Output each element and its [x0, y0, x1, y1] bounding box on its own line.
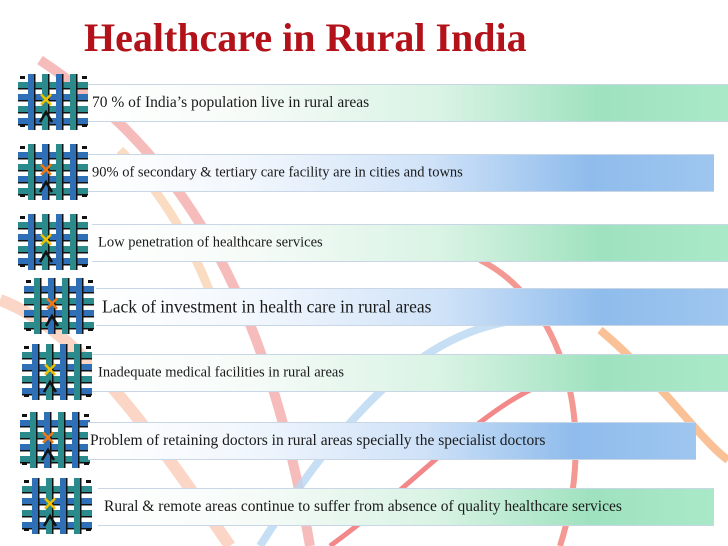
grid-x-icon: × [22, 478, 92, 534]
svg-text:×: × [38, 227, 55, 251]
bullet-bar: 90% of secondary & tertiary care facilit… [88, 154, 714, 192]
bullet-item: × 70 % of India’s population live in rur… [0, 72, 728, 132]
svg-text:×: × [38, 157, 55, 181]
grid-x-icon: × [24, 278, 94, 334]
svg-text:×: × [40, 425, 57, 449]
bullet-text: Lack of investment in health care in rur… [102, 296, 432, 317]
bullet-text: Low penetration of healthcare services [98, 234, 323, 251]
bullet-bar: Lack of investment in health care in rur… [96, 288, 728, 326]
svg-text:×: × [38, 87, 55, 111]
svg-text:×: × [42, 491, 59, 515]
bullet-item: × Problem of retaining doctors in rural … [0, 410, 728, 470]
bullet-bar: Low penetration of healthcare services [92, 224, 728, 262]
bullet-text: Rural & remote areas continue to suffer … [104, 498, 622, 515]
grid-x-icon: × [18, 214, 88, 270]
bullet-text: Inadequate medical facilities in rural a… [98, 364, 344, 381]
bullet-bar: 70 % of India’s population live in rural… [88, 84, 728, 122]
bullet-bar: Rural & remote areas continue to suffer … [98, 488, 714, 526]
bullet-bar: Problem of retaining doctors in rural ar… [88, 422, 696, 460]
bullet-item: × 90% of secondary & tertiary care facil… [0, 142, 728, 202]
bullet-item: × Lack of investment in health care in r… [0, 276, 728, 336]
bullet-item: × Inadequate medical facilities in rural… [0, 342, 728, 402]
ribbon-orange-right [597, 326, 728, 464]
bullet-bar: Inadequate medical facilities in rural a… [92, 354, 728, 392]
bullet-text: Problem of retaining doctors in rural ar… [90, 432, 546, 449]
grid-x-icon: × [18, 144, 88, 200]
bullet-text: 70 % of India’s population live in rural… [92, 94, 370, 111]
svg-text:×: × [42, 357, 59, 381]
grid-x-icon: × [22, 344, 92, 400]
slide-title: Healthcare in Rural India [84, 15, 527, 60]
bullet-text: 90% of secondary & tertiary care facilit… [92, 164, 463, 181]
grid-x-icon: × [20, 412, 90, 468]
grid-x-icon: × [18, 74, 88, 130]
bullet-item: × Low penetration of healthcare services [0, 212, 728, 272]
bullet-item: × Rural & remote areas continue to suffe… [0, 476, 728, 536]
svg-text:×: × [44, 291, 61, 315]
